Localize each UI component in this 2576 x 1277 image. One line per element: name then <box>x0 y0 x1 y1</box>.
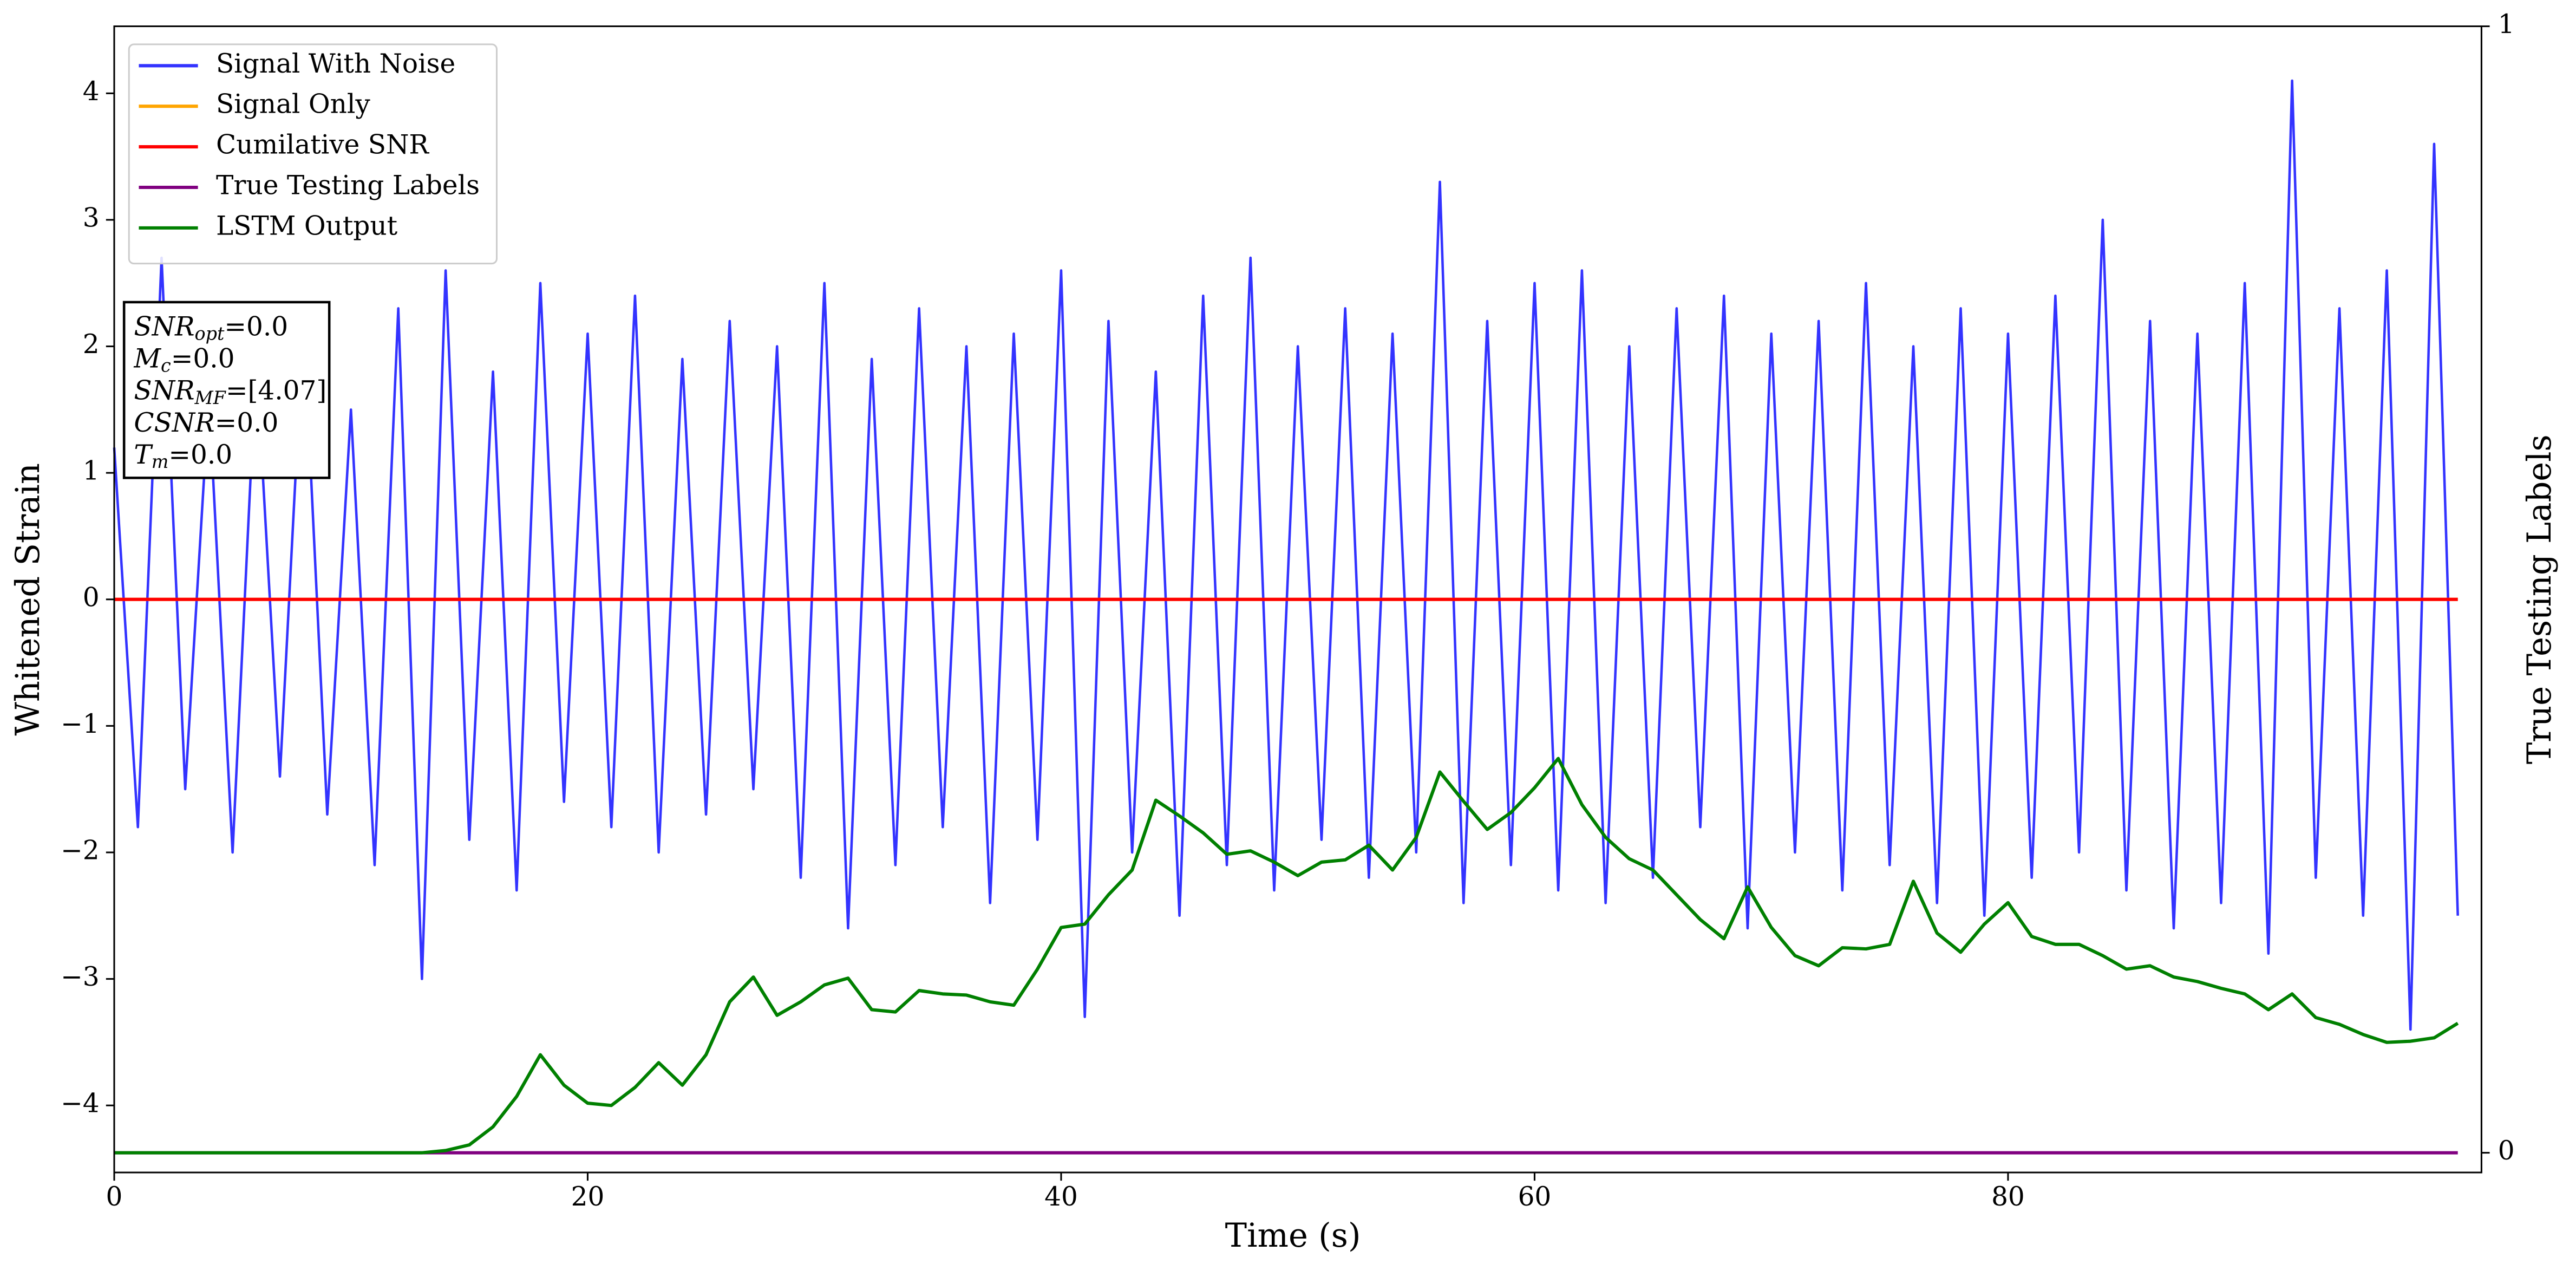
x-tick-label: 80 <box>1991 1182 2025 1212</box>
x-tick-label: 40 <box>1044 1182 1078 1212</box>
x-tick-label: 20 <box>571 1182 605 1212</box>
y2-axis-label: True Testing Labels <box>2521 434 2559 764</box>
y-tick-label: −3 <box>61 962 100 992</box>
legend-label: LSTM Output <box>216 211 398 241</box>
y-tick-label: 1 <box>83 456 100 486</box>
annotation-subscript: c <box>161 355 171 376</box>
y-tick-label: 0 <box>83 582 100 613</box>
annotation-value: =0.0 <box>215 407 279 438</box>
y-tick-label: −1 <box>61 709 100 739</box>
annotation-value: =0.0 <box>224 311 288 342</box>
legend-label: True Testing Labels <box>216 170 480 200</box>
x-tick-label: 60 <box>1518 1182 1552 1212</box>
annotation-frame <box>122 301 331 479</box>
y-tick-label: 4 <box>83 76 100 107</box>
annotation-symbol: SNR <box>134 311 194 342</box>
y2-tick-label: 0 <box>2498 1136 2515 1166</box>
annotation-subscript: m <box>152 451 169 472</box>
y-tick-label: 2 <box>83 329 100 360</box>
annotation-subscript: opt <box>195 323 225 344</box>
annotation-line: CSNR=0.0 <box>134 407 278 438</box>
y-tick-label: 3 <box>83 203 100 233</box>
x-axis-label: Time (s) <box>1225 1217 1361 1255</box>
annotation-line: Tm=0.0 <box>134 439 232 472</box>
x-tick-label: 0 <box>106 1182 123 1212</box>
y-axis-label: Whitened Strain <box>9 463 47 735</box>
series-line <box>113 79 2459 1031</box>
annotation-subscript: MF <box>194 387 227 408</box>
legend-label: Signal With Noise <box>216 49 455 79</box>
legend: Signal With Noise Signal Only Cumilative S… <box>128 43 498 265</box>
annotation-value: =0.0 <box>171 343 235 374</box>
annotation-value: =0.0 <box>168 439 232 470</box>
annotation-line: Mc=0.0 <box>133 343 234 376</box>
y2-tick-label: 1 <box>2498 9 2515 40</box>
annotation-box: SNRopt=0.0Mc=0.0SNRMF=[4.07]CSNR=0.0Tm=0… <box>122 301 331 479</box>
legend-label: Cumilative SNR <box>216 130 429 160</box>
y-tick-label: −2 <box>61 835 100 865</box>
annotation-value: =[4.07] <box>226 375 326 406</box>
annotation-symbol: SNR <box>134 375 194 406</box>
annotation-symbol: CSNR <box>134 407 214 438</box>
legend-frame <box>128 43 498 265</box>
annotation-symbol: T <box>134 439 153 470</box>
annotation-symbol: M <box>133 343 161 374</box>
legend-label: Signal Only <box>216 89 370 120</box>
series-line <box>114 757 2459 1155</box>
annotation-line: SNRopt=0.0 <box>134 311 288 344</box>
annotation-line: SNRMF=[4.07] <box>134 375 326 408</box>
y-tick-label: −4 <box>61 1089 100 1119</box>
plot-area <box>113 79 2459 1155</box>
